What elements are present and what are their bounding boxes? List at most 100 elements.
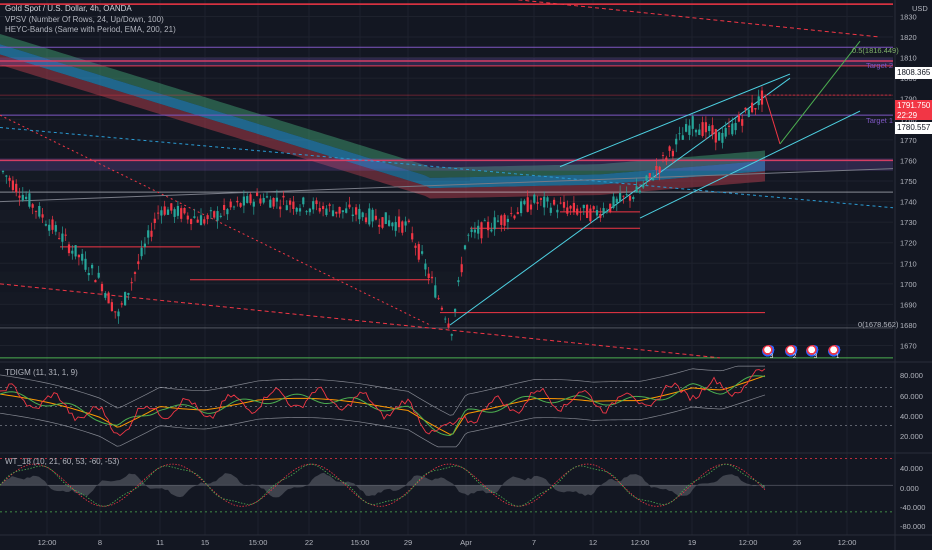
candle-body xyxy=(120,303,123,305)
candle-body xyxy=(44,224,47,226)
candle-body xyxy=(642,184,645,188)
candle-body xyxy=(285,205,288,211)
candle-body xyxy=(209,210,212,212)
candle-body xyxy=(381,217,384,228)
candle-body xyxy=(645,175,648,181)
candle-body xyxy=(308,208,311,213)
candle-body xyxy=(589,208,592,222)
candle-body xyxy=(661,155,665,156)
candle-body xyxy=(348,204,351,208)
candle-body xyxy=(246,196,249,203)
candle-body xyxy=(536,202,539,204)
x-tick-label: 15:00 xyxy=(351,538,370,547)
candle-body xyxy=(401,221,404,233)
candle-body xyxy=(166,209,170,215)
candle-body xyxy=(302,197,305,205)
wt-legend[interactable]: WT_18 (10, 21, 60, 53, -60, -53) xyxy=(5,457,120,466)
symbol-title[interactable]: Gold Spot / U.S. Dollar, 4h, OANDA xyxy=(5,4,132,13)
y-tick-label: 1760 xyxy=(900,156,917,165)
candle-body xyxy=(553,199,556,205)
candle-body xyxy=(143,243,146,247)
candle-body xyxy=(127,292,130,295)
candle-body xyxy=(239,203,242,207)
event-count: 3 xyxy=(814,354,818,360)
candle-body xyxy=(450,334,453,336)
candle-body xyxy=(625,194,628,195)
candle-body xyxy=(711,125,714,135)
candle-body xyxy=(325,208,328,215)
currency-label[interactable]: USD xyxy=(912,4,928,13)
candle-body xyxy=(345,208,348,213)
candle-body xyxy=(685,124,688,132)
candle-body xyxy=(295,207,298,212)
candle-body xyxy=(163,206,166,215)
event-marker-flag-icon[interactable]: 3 xyxy=(806,345,820,360)
candle-body xyxy=(25,196,28,199)
candle-body xyxy=(437,298,440,300)
channel-upper xyxy=(559,73,791,168)
candle-body xyxy=(490,229,493,232)
candle-body xyxy=(539,198,542,200)
candle-body xyxy=(150,230,153,237)
candle-body xyxy=(229,201,232,208)
tdigm-signal xyxy=(0,375,766,437)
candle-body xyxy=(648,173,651,177)
candle-body xyxy=(467,234,470,236)
candle-body xyxy=(219,215,222,218)
x-tick-label: 12:00 xyxy=(739,538,758,547)
y-tick-label: 1690 xyxy=(900,300,917,309)
candle-body xyxy=(473,229,476,233)
candle-body xyxy=(186,215,189,220)
candle-body xyxy=(718,132,721,141)
osc2-tick: -80.000 xyxy=(900,522,926,531)
horizontal-levels xyxy=(0,3,893,359)
candle-body xyxy=(694,129,698,133)
event-marker-flag-icon[interactable]: 3 xyxy=(762,345,776,360)
event-marker-flag-icon[interactable]: 2 xyxy=(785,345,799,360)
candle-body xyxy=(454,308,457,312)
heyc-legend[interactable]: HEYC-Bands (Same with Period, EMA, 200, … xyxy=(5,25,176,34)
candle-body xyxy=(747,109,750,117)
y-tick-label: 1670 xyxy=(900,342,917,351)
tdigm-legend[interactable]: TDIGM (11, 31, 1, 9) xyxy=(5,368,78,377)
candle-body xyxy=(41,214,44,218)
candle-body xyxy=(199,215,203,226)
candle-body xyxy=(523,200,526,205)
candle-body xyxy=(81,253,84,261)
candle-body xyxy=(196,219,199,223)
candle-body xyxy=(595,210,599,216)
y-tick-label: 1740 xyxy=(900,198,917,207)
candle-body xyxy=(368,208,371,225)
event-marker-flag-icon[interactable]: 1 xyxy=(828,345,842,360)
vpsv-legend[interactable]: VPSV (Number Of Rows, 24, Up/Down, 100) xyxy=(5,14,164,24)
wt-histogram xyxy=(0,472,765,498)
y-tick-label: 1770 xyxy=(900,136,917,145)
candle-body xyxy=(1,170,5,173)
target-2-label: Target 2 xyxy=(866,61,894,70)
candle-body xyxy=(71,250,74,254)
x-tick-label: 29 xyxy=(404,538,412,547)
candle-body xyxy=(628,195,632,201)
candle-body xyxy=(265,196,269,198)
candle-body xyxy=(94,280,97,283)
candle-body xyxy=(397,216,401,228)
candle-body xyxy=(579,211,582,213)
candle-body xyxy=(213,211,216,218)
candle-body xyxy=(216,211,219,221)
candle-body xyxy=(21,194,24,201)
candle-body xyxy=(84,258,87,270)
candle-body xyxy=(328,204,331,206)
candle-body xyxy=(180,208,183,219)
volume-profile-row xyxy=(0,168,470,181)
candle-body xyxy=(318,208,321,212)
candle-body xyxy=(411,233,414,240)
candle-body xyxy=(252,201,255,207)
candle-body xyxy=(605,211,608,213)
candle-body xyxy=(572,202,575,212)
candle-body xyxy=(566,207,569,214)
candle-body xyxy=(559,202,562,204)
x-tick-label: 22 xyxy=(305,538,313,547)
candle-body xyxy=(635,186,638,193)
candle-body xyxy=(506,218,509,223)
